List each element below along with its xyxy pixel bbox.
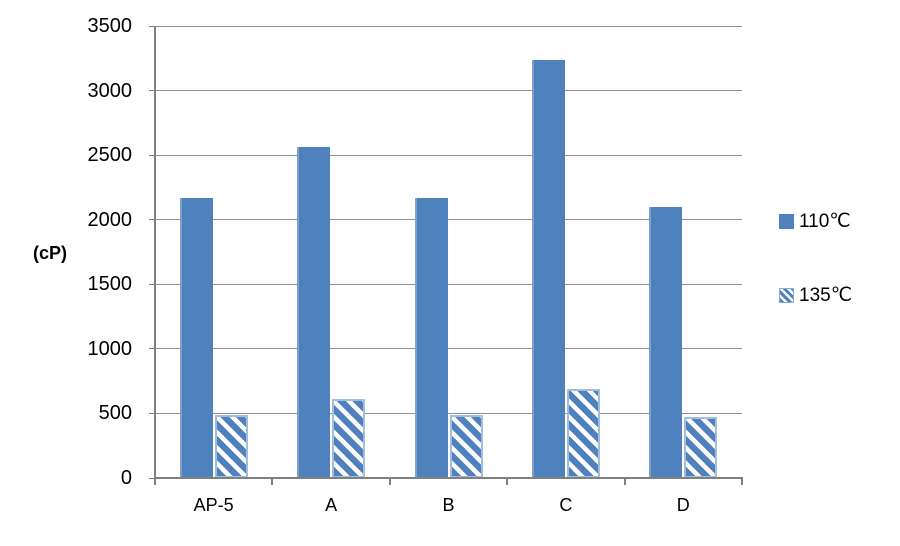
bar-135-AP-5 (214, 414, 248, 478)
x-category-label-AP-5: AP-5 (193, 495, 234, 515)
y-tick-1500 (149, 283, 155, 285)
y-tick-label-3000: 3000 (87, 79, 133, 102)
bar-135-D (684, 417, 718, 478)
x-category-label-B: B (442, 495, 455, 515)
y-tick-500 (149, 412, 155, 414)
gridline-1000 (155, 348, 742, 350)
legend-label: 110℃ (799, 211, 851, 232)
y-tick-3000 (149, 90, 155, 92)
y-tick-label-1000: 1000 (87, 337, 133, 360)
legend-label: 135℃ (799, 285, 853, 306)
y-tick-label-2500: 2500 (87, 144, 133, 167)
bar-135-B (449, 414, 483, 478)
gridline-3500 (155, 25, 742, 27)
legend-key-solid-square-icon (779, 214, 794, 229)
bar-110-A (297, 147, 331, 478)
gridline-3000 (155, 90, 742, 92)
bar-110-C (531, 59, 565, 478)
y-tick-1000 (149, 348, 155, 350)
x-tick-0 (154, 478, 156, 485)
x-category-label-C: C (559, 495, 573, 515)
x-tick-3 (506, 478, 509, 485)
x-tick-2 (388, 478, 391, 485)
y-tick-2500 (149, 154, 155, 156)
bar-135-C (566, 388, 600, 478)
x-tick-1 (271, 478, 274, 485)
y-tick-label-0: 0 (120, 467, 132, 489)
y-tick-label-3500: 3500 (87, 15, 133, 37)
legend-item-135: 135℃ (779, 284, 852, 307)
y-tick-2000 (149, 219, 155, 221)
bar-110-B (414, 197, 448, 478)
x-tick-5 (741, 478, 743, 485)
x-axis-line (154, 477, 743, 479)
x-category-label-D: D (676, 495, 690, 515)
y-tick-label-2000: 2000 (87, 208, 133, 231)
bar-110-AP-5 (179, 197, 213, 478)
y-axis-line (154, 26, 156, 485)
x-category-label-A: A (325, 495, 338, 515)
gridline-500 (155, 412, 742, 414)
legend-key-hatched-square-icon (779, 288, 794, 303)
gridline-2500 (155, 154, 742, 156)
legend-item-110: 110℃ (779, 210, 851, 233)
y-tick-label-1500: 1500 (87, 273, 133, 296)
gridline-1500 (155, 283, 742, 285)
x-tick-4 (623, 478, 626, 485)
y-tick-label-500: 500 (98, 402, 132, 425)
y-tick-0 (149, 477, 155, 479)
bar-110-D (649, 206, 683, 478)
y-tick-3500 (149, 25, 155, 27)
y-axis-title: (cP) (32, 243, 67, 263)
gridline-2000 (155, 219, 742, 221)
bar-135-A (332, 399, 366, 478)
